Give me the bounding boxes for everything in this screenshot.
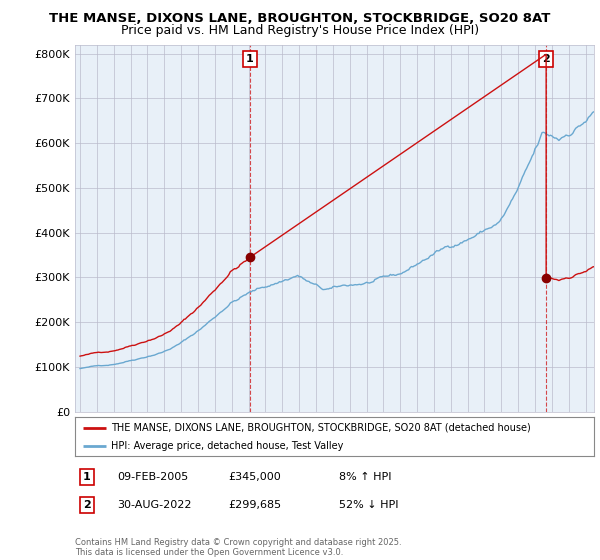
Text: 1: 1	[246, 54, 254, 64]
Text: 30-AUG-2022: 30-AUG-2022	[117, 500, 191, 510]
Text: HPI: Average price, detached house, Test Valley: HPI: Average price, detached house, Test…	[112, 441, 344, 451]
Text: 2: 2	[83, 500, 91, 510]
Text: 1: 1	[83, 472, 91, 482]
Text: THE MANSE, DIXONS LANE, BROUGHTON, STOCKBRIDGE, SO20 8AT (detached house): THE MANSE, DIXONS LANE, BROUGHTON, STOCK…	[112, 423, 531, 433]
Text: Price paid vs. HM Land Registry's House Price Index (HPI): Price paid vs. HM Land Registry's House …	[121, 24, 479, 36]
Text: 52% ↓ HPI: 52% ↓ HPI	[339, 500, 398, 510]
Text: £345,000: £345,000	[228, 472, 281, 482]
Text: Contains HM Land Registry data © Crown copyright and database right 2025.
This d: Contains HM Land Registry data © Crown c…	[75, 538, 401, 557]
Text: 8% ↑ HPI: 8% ↑ HPI	[339, 472, 391, 482]
Text: 2: 2	[542, 54, 550, 64]
Text: 09-FEB-2005: 09-FEB-2005	[117, 472, 188, 482]
Text: THE MANSE, DIXONS LANE, BROUGHTON, STOCKBRIDGE, SO20 8AT: THE MANSE, DIXONS LANE, BROUGHTON, STOCK…	[49, 12, 551, 25]
Text: £299,685: £299,685	[228, 500, 281, 510]
